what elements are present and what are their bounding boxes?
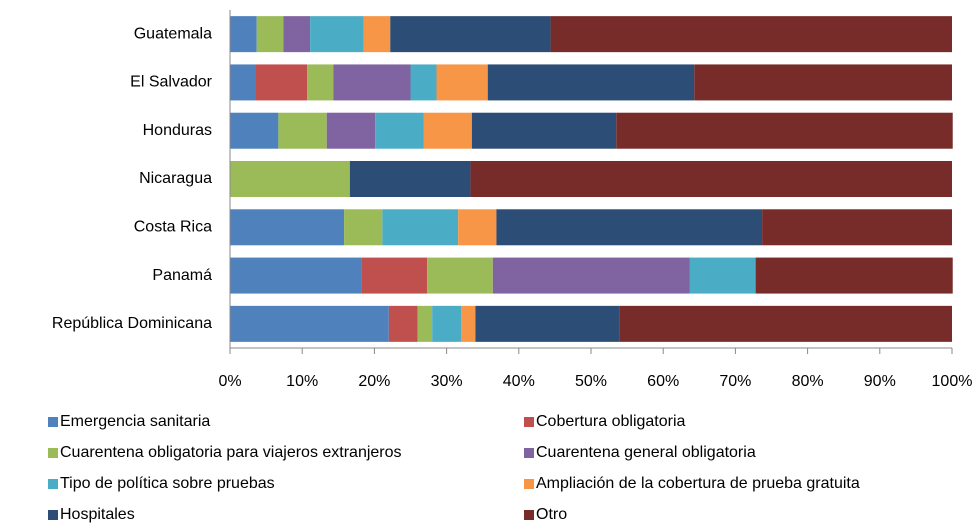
bar-segment [755, 257, 953, 294]
bar-segment [619, 305, 952, 342]
legend-swatch [48, 479, 58, 489]
bar-segment [436, 64, 488, 101]
legend-label: Cuarentena obligatoria para viajeros ext… [60, 444, 402, 461]
y-tick-label: Nicaragua [139, 170, 212, 187]
bar-segment [361, 257, 428, 294]
x-tick-label: 50% [575, 373, 607, 390]
x-tick-label: 90% [864, 373, 896, 390]
x-tick-label: 100% [932, 373, 973, 390]
bar-segment [492, 257, 690, 294]
bar-segment [475, 305, 620, 342]
bar-segment [230, 16, 257, 53]
bar-segment [375, 112, 424, 149]
bar-segment [417, 305, 433, 342]
bar-segment [388, 305, 418, 342]
x-tick-label: 40% [503, 373, 535, 390]
bar-segment [230, 209, 345, 246]
bar-segment [333, 64, 411, 101]
bar-segment [762, 209, 952, 246]
legend-label: Cuarentena general obligatoria [536, 444, 756, 461]
bar-segment [255, 64, 308, 101]
bar-segment [230, 305, 389, 342]
y-tick-label: Panamá [152, 267, 212, 284]
y-tick-label: Guatemala [134, 25, 212, 42]
legend-label: Emergencia sanitaria [60, 413, 210, 430]
bar-segment [694, 64, 952, 101]
legend-swatch [524, 479, 534, 489]
x-tick-label: 0% [218, 373, 241, 390]
bar-segment [471, 112, 617, 149]
bar-segment [326, 112, 376, 149]
x-tick-label: 20% [358, 373, 390, 390]
bar-segment [458, 209, 497, 246]
bar-segment [230, 161, 350, 197]
y-tick-label: Costa Rica [134, 219, 212, 236]
bar-segment [496, 209, 763, 246]
bar-segment [363, 16, 391, 53]
legend-label: Ampliación de la cobertura de prueba gra… [536, 475, 860, 492]
y-tick-label: Honduras [143, 122, 212, 139]
x-tick-label: 10% [286, 373, 318, 390]
legend-label: Otro [536, 506, 567, 523]
legend-swatch [48, 417, 58, 427]
bar-segment [278, 112, 327, 149]
bar-segment [230, 64, 256, 101]
bar-segment [470, 161, 952, 197]
bar-segment [616, 112, 953, 149]
legend-swatch [524, 510, 534, 520]
y-tick-label: El Salvador [130, 74, 212, 91]
bar-segment [349, 161, 471, 197]
bar-segment [390, 16, 551, 53]
bar-segment [307, 64, 334, 101]
legend-swatch [524, 417, 534, 427]
bar-segment [382, 209, 459, 246]
x-tick-label: 60% [647, 373, 679, 390]
bar-segment [423, 112, 472, 149]
legend-label: Tipo de política sobre pruebas [60, 475, 275, 492]
bar-segment [230, 112, 279, 149]
bar-segment [550, 16, 952, 53]
bar-segment [427, 257, 493, 294]
x-tick-label: 70% [719, 373, 751, 390]
bar-segment [689, 257, 756, 294]
x-tick-label: 30% [431, 373, 463, 390]
bar-segment [310, 16, 364, 53]
bar-segment [432, 305, 462, 342]
x-tick-label: 80% [792, 373, 824, 390]
bar-segment [283, 16, 311, 53]
bar-segment [461, 305, 476, 342]
bar-segment [487, 64, 695, 101]
legend-label: Cobertura obligatoria [536, 413, 686, 430]
legend-label: Hospitales [60, 506, 135, 523]
legend-swatch [48, 448, 58, 458]
legend-swatch [48, 510, 58, 520]
legend-swatch [524, 448, 534, 458]
bar-segment [256, 16, 284, 53]
bar-segment [410, 64, 437, 101]
bar-segment [344, 209, 383, 246]
bar-segment [230, 257, 362, 294]
y-tick-label: República Dominicana [52, 315, 212, 332]
